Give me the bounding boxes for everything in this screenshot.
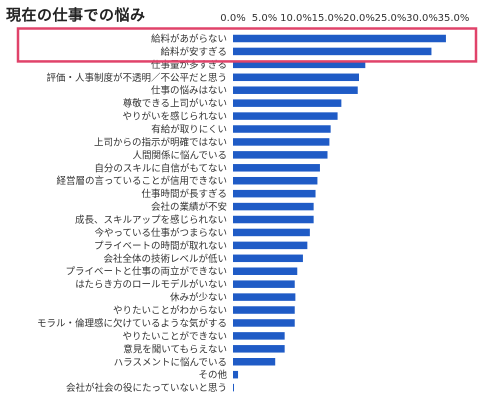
category-label: 経営層の言っていることが信用できない xyxy=(56,175,227,187)
category-label: プライベートと仕事の両立ができない xyxy=(65,266,227,278)
bar xyxy=(233,34,446,43)
bar xyxy=(233,370,239,379)
category-label: やりたいことができない xyxy=(122,330,227,342)
bar xyxy=(233,86,358,94)
category-label: 会社が社会の役にたっていないと思う xyxy=(66,382,227,394)
category-label: 会社の業績が不安 xyxy=(151,201,227,213)
category-label: 尊敬できる上司がいない xyxy=(123,98,227,110)
category-label: 給料が安すぎる xyxy=(160,46,227,58)
bar xyxy=(233,306,295,314)
bar xyxy=(233,189,316,198)
highlight-box xyxy=(16,27,478,63)
category-label: プライベートの時間が取れない xyxy=(94,240,227,252)
bar xyxy=(233,60,366,69)
category-label: 評価・人事制度が不透明／不公平だと思う xyxy=(46,72,227,84)
bar xyxy=(233,241,308,250)
bar xyxy=(233,164,320,172)
bar xyxy=(233,176,318,185)
category-label: 仕事時間が長すぎる xyxy=(141,188,227,200)
bar xyxy=(233,383,234,392)
category-label: 仕事の悩みはない xyxy=(151,85,227,97)
category-label: はたらき方のロールモデルがいない xyxy=(75,279,227,291)
category-label: モラル・倫理感に欠けているような気がする xyxy=(37,317,227,329)
bar xyxy=(233,215,314,224)
category-label: 会社全体の技術レベルが低い xyxy=(103,253,227,265)
x-tick-label: 25.0% xyxy=(375,13,407,24)
category-label: 給料があがらない xyxy=(151,33,227,45)
bar xyxy=(233,345,285,353)
category-label: 人間関係に悩んでいる xyxy=(132,149,227,161)
bar xyxy=(233,293,296,301)
category-label: 有給が取りにくい xyxy=(151,124,227,136)
bar xyxy=(233,73,359,82)
bar xyxy=(233,280,295,288)
bar xyxy=(233,254,303,263)
chart-title: 現在の仕事での悩み xyxy=(6,6,146,24)
x-tick-label: 0.0% xyxy=(220,13,245,24)
x-tick-label: 5.0% xyxy=(252,13,277,24)
x-tick-label: 20.0% xyxy=(343,13,375,24)
bar xyxy=(233,267,298,275)
category-label: 上司からの指示が明確ではない xyxy=(94,136,227,148)
bar xyxy=(233,202,314,211)
x-tick-label: 35.0% xyxy=(438,13,470,24)
category-label: 意見を聞いてもらえない xyxy=(123,343,227,355)
category-label: やりたいことがわからない xyxy=(113,305,227,317)
category-label: 今やっている仕事がつまらない xyxy=(94,227,227,239)
bar xyxy=(233,125,331,133)
bar xyxy=(233,358,276,366)
bar xyxy=(233,138,330,146)
bar xyxy=(233,99,342,107)
bar xyxy=(233,228,310,237)
category-label: 自分のスキルに自信がもてない xyxy=(94,162,227,174)
category-label: やりがいを感じられない xyxy=(122,111,227,123)
x-tick-label: 15.0% xyxy=(312,13,344,24)
category-label: ハラスメントに悩んでいる xyxy=(114,356,227,368)
bar xyxy=(233,151,328,159)
bar xyxy=(233,47,432,56)
category-label: 休みが少ない xyxy=(170,292,227,304)
category-label: 成長、スキルアップを感じられない xyxy=(75,214,227,226)
x-tick-label: 10.0% xyxy=(280,13,312,24)
bar xyxy=(233,332,285,340)
bar xyxy=(233,319,295,327)
category-label: その他 xyxy=(198,369,227,381)
bar xyxy=(233,112,338,120)
x-tick-label: 30.0% xyxy=(406,13,438,24)
